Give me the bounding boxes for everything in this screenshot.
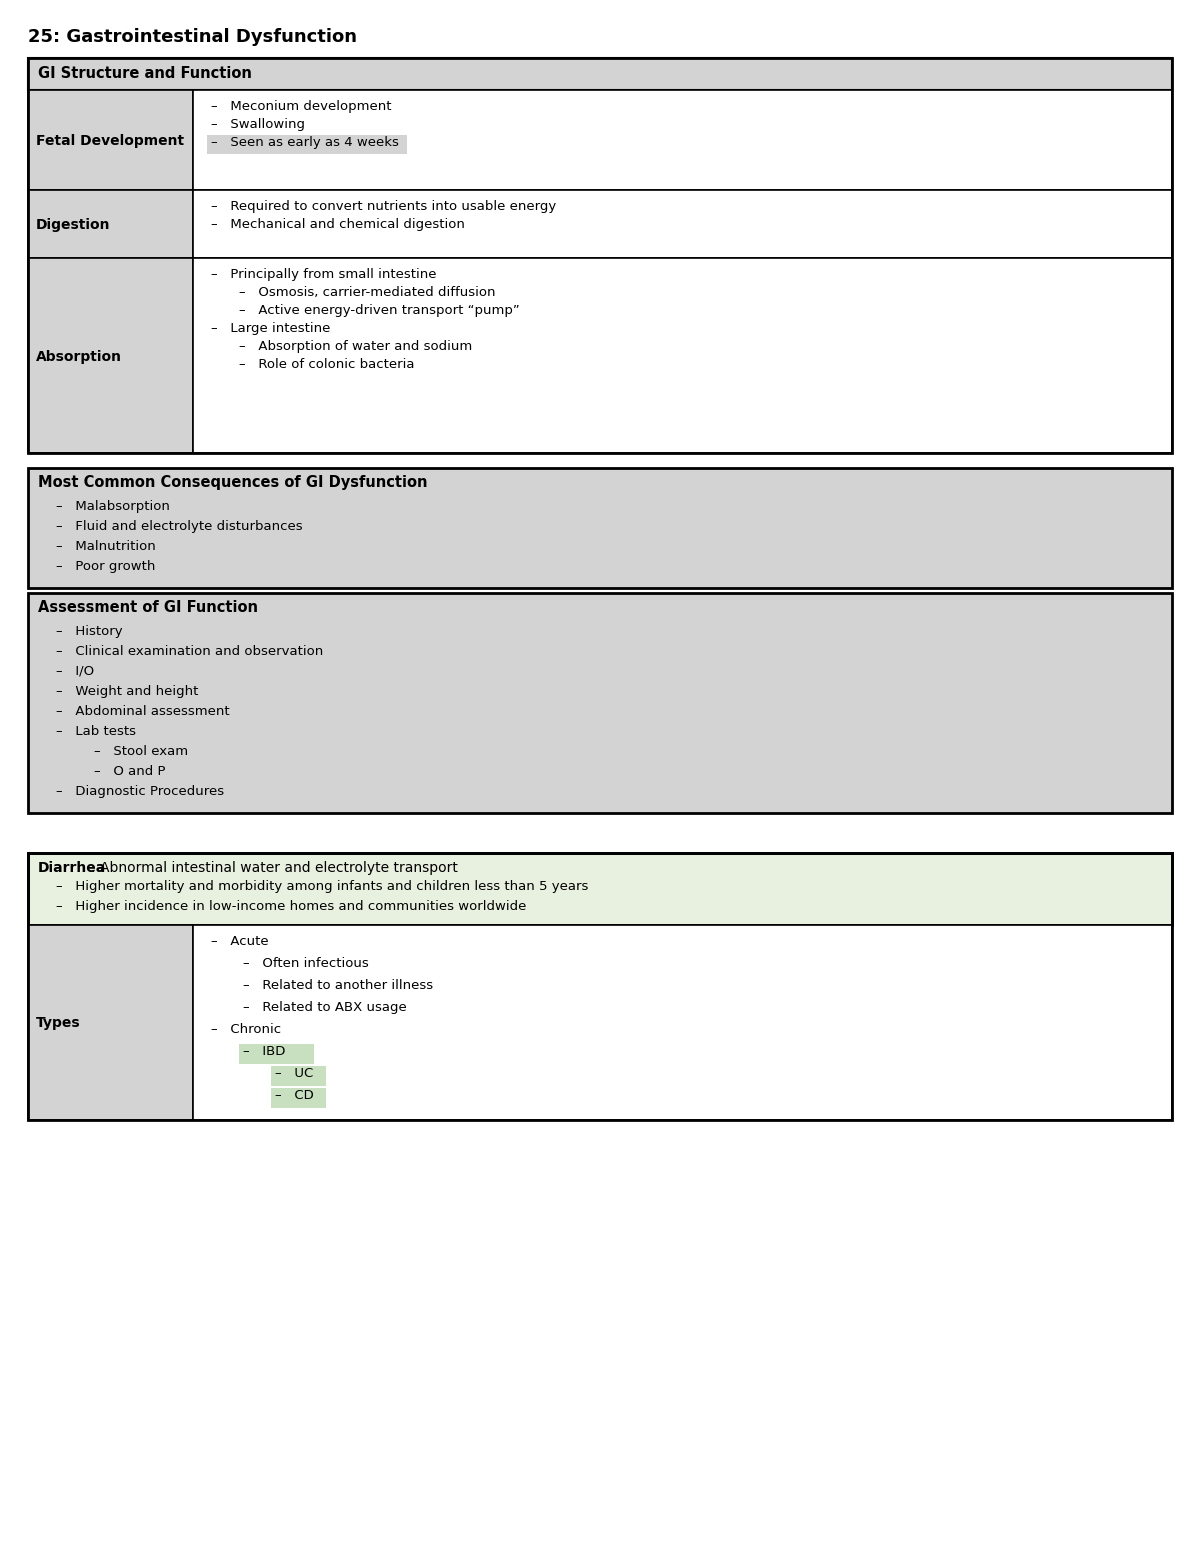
Text: –   UC: – UC — [275, 1067, 313, 1079]
Text: –   Meconium development: – Meconium development — [211, 99, 391, 113]
Text: –   Higher incidence in low-income homes and communities worldwide: – Higher incidence in low-income homes a… — [56, 901, 527, 913]
Text: –   Mechanical and chemical digestion: – Mechanical and chemical digestion — [211, 217, 464, 231]
Text: : Abnormal intestinal water and electrolyte transport: : Abnormal intestinal water and electrol… — [91, 860, 458, 874]
Bar — [193, 189, 1172, 258]
Text: –   Lab tests: – Lab tests — [56, 725, 136, 738]
Text: Digestion: Digestion — [36, 217, 110, 231]
Bar — [28, 57, 1172, 90]
Text: Types: Types — [36, 1017, 80, 1031]
Text: –   Required to convert nutrients into usable energy: – Required to convert nutrients into usa… — [211, 200, 557, 213]
Bar — [28, 90, 193, 189]
Text: –   Acute: – Acute — [211, 935, 269, 947]
Text: –   History: – History — [56, 624, 122, 638]
Bar — [28, 57, 1172, 453]
Text: –   Often infectious: – Often infectious — [242, 957, 368, 971]
Text: –   Stool exam: – Stool exam — [94, 745, 188, 758]
Text: –   Seen as early as 4 weeks: – Seen as early as 4 weeks — [211, 137, 398, 149]
Text: –   Principally from small intestine: – Principally from small intestine — [211, 269, 437, 281]
Text: –   Weight and height: – Weight and height — [56, 685, 198, 697]
Text: –   Fluid and electrolyte disturbances: – Fluid and electrolyte disturbances — [56, 520, 302, 533]
Bar — [28, 189, 193, 258]
Text: –   Abdominal assessment: – Abdominal assessment — [56, 705, 229, 717]
Bar — [239, 1044, 314, 1064]
Bar — [193, 258, 1172, 453]
Bar — [28, 593, 1172, 814]
Text: –   Clinical examination and observation: – Clinical examination and observation — [56, 644, 323, 658]
Bar — [28, 853, 1172, 926]
Text: –   Chronic: – Chronic — [211, 1023, 281, 1036]
Text: –   Related to ABX usage: – Related to ABX usage — [242, 1002, 407, 1014]
Text: –   Related to another illness: – Related to another illness — [242, 978, 433, 992]
Text: GI Structure and Function: GI Structure and Function — [38, 65, 252, 81]
Text: –   Malnutrition: – Malnutrition — [56, 540, 156, 553]
Text: –   O and P: – O and P — [94, 766, 166, 778]
Text: –   IBD: – IBD — [242, 1045, 286, 1058]
Text: –   Large intestine: – Large intestine — [211, 321, 330, 335]
Bar — [28, 853, 1172, 1120]
Bar — [28, 258, 193, 453]
Text: –   Osmosis, carrier-mediated diffusion: – Osmosis, carrier-mediated diffusion — [239, 286, 496, 300]
Bar — [271, 1065, 326, 1086]
Text: –   CD: – CD — [275, 1089, 313, 1103]
Text: 25: Gastrointestinal Dysfunction: 25: Gastrointestinal Dysfunction — [28, 28, 358, 47]
Text: –   Higher mortality and morbidity among infants and children less than 5 years: – Higher mortality and morbidity among i… — [56, 881, 588, 893]
Text: –   Absorption of water and sodium: – Absorption of water and sodium — [239, 340, 473, 353]
Text: –   Poor growth: – Poor growth — [56, 561, 155, 573]
Text: Absorption: Absorption — [36, 349, 122, 363]
Bar — [28, 467, 1172, 589]
Text: –   Diagnostic Procedures: – Diagnostic Procedures — [56, 784, 224, 798]
Text: Diarrhea: Diarrhea — [38, 860, 107, 874]
Bar — [271, 1089, 326, 1107]
Text: –   Active energy-driven transport “pump”: – Active energy-driven transport “pump” — [239, 304, 520, 317]
Text: –   I/O: – I/O — [56, 665, 94, 679]
Text: Fetal Development: Fetal Development — [36, 134, 184, 148]
Bar — [193, 926, 1172, 1120]
Bar — [28, 926, 193, 1120]
Bar — [193, 90, 1172, 189]
Text: Assessment of GI Function: Assessment of GI Function — [38, 599, 258, 615]
Text: –   Malabsorption: – Malabsorption — [56, 500, 170, 512]
Text: –   Role of colonic bacteria: – Role of colonic bacteria — [239, 359, 414, 371]
Text: –   Swallowing: – Swallowing — [211, 118, 305, 130]
Bar — [208, 135, 407, 154]
Text: Most Common Consequences of GI Dysfunction: Most Common Consequences of GI Dysfuncti… — [38, 475, 427, 491]
